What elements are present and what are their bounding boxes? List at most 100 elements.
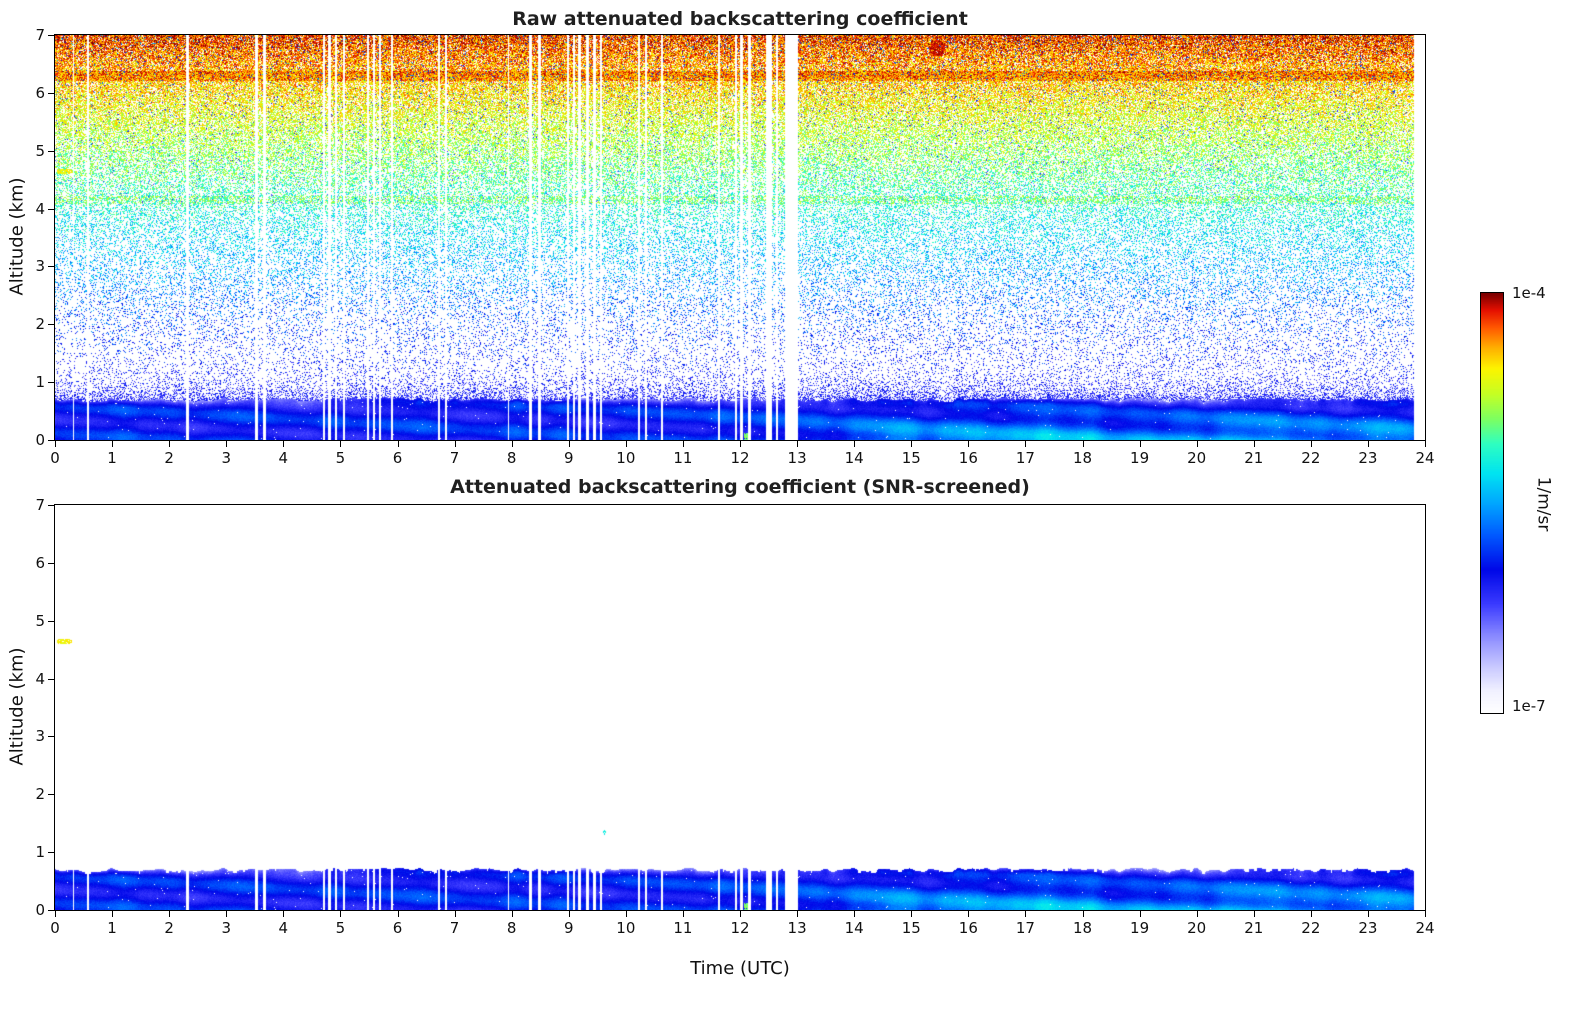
x-tick-mark [340, 441, 342, 447]
y-tick-label: 7 [35, 496, 45, 514]
x-tick-label: 2 [164, 449, 174, 467]
x-tick-label: 20 [1187, 449, 1207, 467]
x-tick-label: 5 [335, 919, 346, 937]
y-tick-mark [48, 910, 54, 911]
x-tick-label: 17 [1015, 449, 1035, 467]
x-tick-mark [968, 911, 970, 917]
y-tick-mark [48, 440, 54, 441]
x-tick-label: 9 [563, 919, 574, 937]
x-tick-mark [911, 911, 913, 917]
x-tick-label: 18 [1072, 449, 1093, 467]
y-tick-mark [48, 562, 54, 564]
screened-y-axis-label: Altitude (km) [6, 647, 28, 766]
x-tick-label: 1 [107, 919, 117, 937]
y-tick-mark [48, 678, 54, 680]
x-tick-mark [1139, 441, 1141, 447]
x-tick-mark [283, 911, 285, 917]
x-tick-label: 23 [1358, 919, 1378, 937]
x-tick-mark [568, 911, 570, 917]
x-tick-label: 4 [278, 919, 289, 937]
x-tick-mark [625, 911, 627, 917]
x-tick-label: 24 [1415, 919, 1435, 937]
x-tick-label: 1 [107, 449, 117, 467]
x-tick-label: 13 [787, 919, 807, 937]
x-tick-mark [854, 911, 856, 917]
x-tick-label: 21 [1244, 449, 1264, 467]
x-tick-label: 24 [1415, 449, 1435, 467]
x-tick-label: 8 [506, 449, 517, 467]
screened-heatmap-canvas [55, 505, 1425, 910]
y-tick-label: 7 [35, 26, 45, 44]
x-tick-label: 9 [563, 449, 574, 467]
x-tick-label: 0 [50, 449, 60, 467]
y-tick-mark [48, 620, 54, 622]
y-tick-label: 3 [35, 257, 45, 276]
x-tick-mark [169, 441, 171, 447]
x-tick-label: 10 [616, 919, 636, 937]
y-tick-mark [48, 505, 54, 506]
x-tick-label: 12 [730, 449, 750, 467]
x-tick-label: 23 [1358, 449, 1378, 467]
colorbar-min-label: 1e-7 [1512, 697, 1546, 715]
x-tick-label: 15 [901, 919, 921, 937]
x-tick-mark [226, 441, 228, 447]
y-tick-mark [48, 382, 54, 384]
x-tick-mark [1025, 441, 1027, 447]
x-tick-label: 11 [673, 449, 693, 467]
x-tick-mark [55, 441, 56, 447]
y-tick-label: 3 [35, 727, 45, 746]
y-tick-label: 0 [35, 901, 45, 919]
y-tick-label: 2 [35, 785, 45, 804]
x-tick-label: 16 [958, 919, 978, 937]
y-tick-mark [48, 150, 54, 152]
x-tick-mark [797, 911, 799, 917]
screened-heatmap-plot [54, 504, 1426, 911]
y-tick-label: 5 [35, 611, 45, 630]
x-tick-mark [1082, 441, 1084, 447]
x-tick-mark [1196, 441, 1198, 447]
x-tick-label: 0 [50, 919, 60, 937]
x-tick-mark [1367, 441, 1369, 447]
y-tick-mark [48, 208, 54, 210]
x-tick-mark [511, 441, 513, 447]
x-tick-mark [226, 911, 228, 917]
x-tick-mark [397, 911, 399, 917]
x-tick-label: 4 [278, 449, 289, 467]
x-tick-mark [740, 441, 741, 447]
y-tick-label: 1 [35, 373, 45, 392]
x-tick-label: 2 [164, 919, 174, 937]
x-tick-mark [1310, 441, 1312, 447]
x-tick-mark [511, 911, 513, 917]
raw-panel-title: Raw attenuated backscattering coefficien… [512, 8, 968, 30]
x-tick-label: 3 [221, 449, 232, 467]
x-tick-mark [854, 441, 856, 447]
x-tick-label: 14 [844, 449, 864, 467]
y-tick-mark [48, 852, 54, 854]
x-tick-mark [169, 911, 171, 917]
x-tick-mark [911, 441, 913, 447]
x-tick-label: 15 [901, 449, 921, 467]
x-tick-mark [1196, 911, 1198, 917]
colorbar-unit-label: 1/m/sr [1533, 476, 1554, 532]
screened-panel-title: Attenuated backscattering coefficient (S… [450, 476, 1030, 498]
x-tick-mark [112, 441, 114, 447]
x-tick-label: 18 [1072, 919, 1093, 937]
x-tick-label: 3 [221, 919, 232, 937]
x-tick-label: 6 [392, 919, 403, 937]
x-tick-label: 19 [1130, 449, 1150, 467]
y-tick-label: 5 [35, 141, 45, 160]
y-tick-label: 2 [35, 315, 45, 334]
raw-y-axis-label: Altitude (km) [6, 177, 28, 296]
x-tick-mark [1310, 911, 1312, 917]
colorbar-canvas [1481, 293, 1503, 713]
x-tick-mark [340, 911, 342, 917]
x-axis-label: Time (UTC) [690, 958, 790, 979]
x-tick-mark [1367, 911, 1369, 917]
x-tick-mark [682, 911, 684, 917]
y-tick-label: 4 [35, 199, 45, 218]
x-tick-mark [397, 441, 399, 447]
y-tick-mark [48, 92, 54, 94]
y-tick-mark [48, 736, 54, 738]
raw-heatmap-canvas [55, 35, 1425, 440]
x-tick-label: 22 [1301, 449, 1321, 467]
